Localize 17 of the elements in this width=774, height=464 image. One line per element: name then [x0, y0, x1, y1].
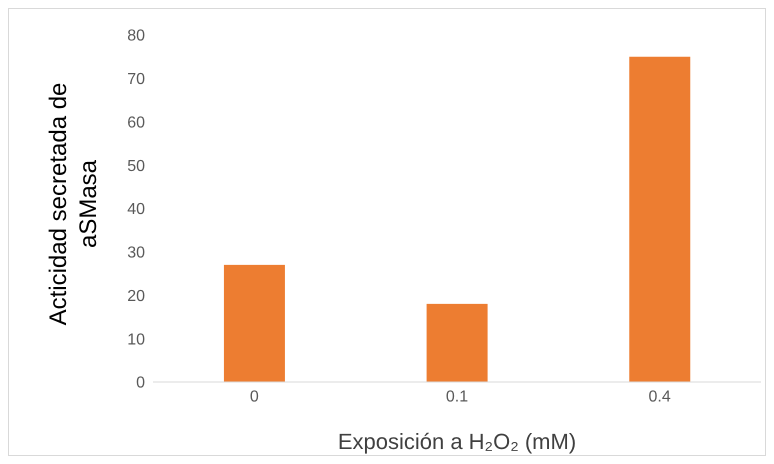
y-tick-label: 10	[127, 331, 146, 348]
x-tick-label: 0.4	[648, 388, 671, 406]
y-tick-label: 50	[127, 158, 146, 175]
y-tick-label: 30	[127, 244, 146, 262]
y-tick-label: 70	[127, 71, 146, 88]
y-tick-label: 80	[127, 28, 146, 45]
y-tick-label: 0	[136, 374, 146, 392]
y-tick-label: 60	[127, 114, 146, 132]
x-tick-label: 0.1	[446, 388, 468, 406]
bar	[426, 304, 488, 382]
bar	[224, 264, 285, 382]
y-tick-label: 20	[127, 288, 146, 305]
bar	[629, 56, 690, 382]
x-tick-label: 0	[250, 388, 259, 406]
y-tick-label: 40	[127, 201, 146, 218]
y-axis-title: Acticidad secretada de aSMasa	[44, 82, 103, 328]
x-axis-title: Exposición a H₂O₂ (mM)	[336, 429, 578, 455]
